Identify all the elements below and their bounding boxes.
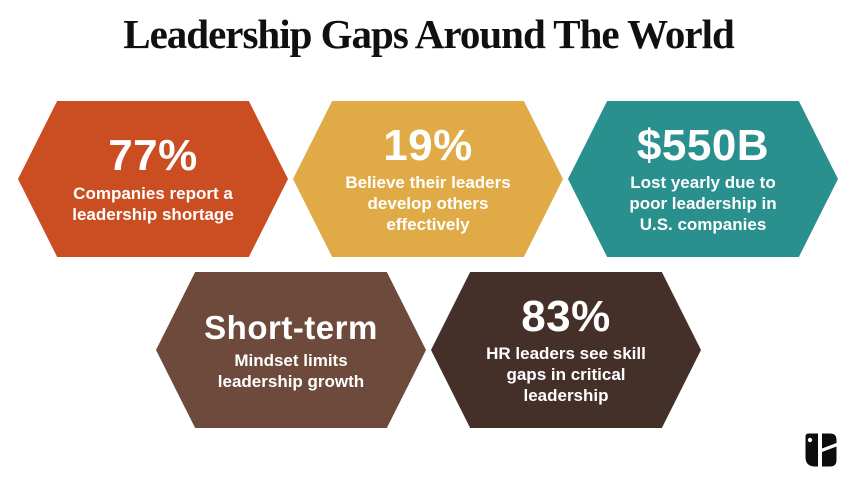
logo-left-tag-shape xyxy=(805,433,818,467)
stat-description: Believe their leaders develop others eff… xyxy=(345,173,511,235)
page-title: Leadership Gaps Around The World xyxy=(123,11,735,57)
stat-hexagon-skill-gaps: 83% HR leaders see skill gaps in critica… xyxy=(431,272,701,428)
stat-hexagon-develop-others: 19% Believe their leaders develop others… xyxy=(293,101,563,257)
logo-right-top-shape xyxy=(822,433,837,449)
logo-right-bottom-shape xyxy=(822,446,837,467)
brand-logo-icon xyxy=(802,432,838,468)
stat-value: $550B xyxy=(636,120,770,170)
stat-description: Lost yearly due to poor leadership in U.… xyxy=(629,173,777,235)
stat-description: Companies report a leadership shortage xyxy=(72,183,234,224)
stat-hexagon-short-term-mindset: Short-term Mindset limits leadership gro… xyxy=(156,272,426,428)
stat-hexagon-leadership-shortage: 77% Companies report a leadership shorta… xyxy=(18,101,288,257)
stat-hexagon-lost-yearly: $550B Lost yearly due to poor leadership… xyxy=(568,101,838,257)
brand-logo-svg xyxy=(805,433,837,467)
stat-value: 83% xyxy=(521,291,611,341)
logo-dot xyxy=(807,437,813,443)
stat-description: Mindset limits leadership growth xyxy=(217,351,365,392)
stat-value: 19% xyxy=(383,120,473,170)
stat-value: 77% xyxy=(108,131,198,181)
stat-description: HR leaders see skill gaps in critical le… xyxy=(486,344,646,406)
stat-value: Short-term xyxy=(204,308,378,346)
